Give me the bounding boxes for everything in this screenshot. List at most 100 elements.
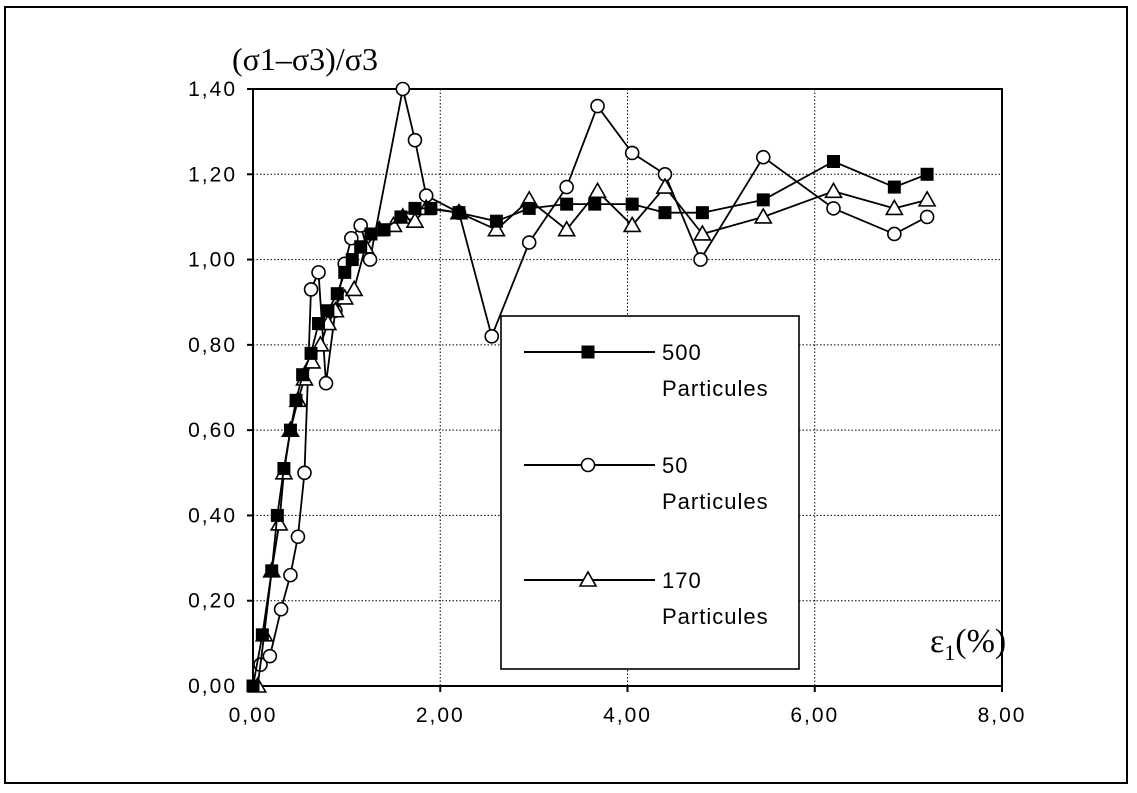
data-point-500 <box>246 679 260 693</box>
data-point-500 <box>345 253 359 267</box>
data-point-500 <box>338 265 352 279</box>
data-point-500 <box>330 287 344 301</box>
data-point-170 <box>269 514 289 531</box>
data-point-50 <box>919 209 935 225</box>
y-tick-label: 0,80 <box>188 334 237 357</box>
x-axis-label-symbol: ε <box>930 623 944 660</box>
x-axis-label: ε1(%) <box>930 623 1006 665</box>
data-point-500 <box>277 462 291 476</box>
data-point-170 <box>344 279 364 297</box>
data-point-500 <box>283 423 297 437</box>
data-point-170 <box>824 181 843 199</box>
data-point-50 <box>303 282 319 297</box>
data-point-500 <box>560 197 574 211</box>
y-tick-label: 0,20 <box>188 590 237 613</box>
data-point-500 <box>394 210 408 224</box>
legend-box <box>500 315 800 670</box>
data-point-500 <box>377 223 391 237</box>
data-point-170 <box>405 211 425 228</box>
data-point-500 <box>756 193 770 207</box>
legend-label-170: 170 <box>662 568 702 593</box>
data-point-500 <box>625 197 639 211</box>
data-point-170 <box>753 207 773 224</box>
data-point-50 <box>262 648 278 664</box>
legend-label-50: 50 <box>662 453 688 478</box>
data-point-500 <box>289 393 303 407</box>
legend: 500 Particules 50 Particules 170 Particules <box>500 315 800 670</box>
data-point-500 <box>826 154 840 168</box>
data-point-50 <box>559 179 574 195</box>
y-tick-label: 0,00 <box>188 675 237 698</box>
data-point-50 <box>283 567 298 583</box>
data-point-500 <box>304 346 318 360</box>
x-tick-label: 4,00 <box>603 704 652 727</box>
data-point-170 <box>884 198 904 216</box>
y-axis-label: (σ1–σ3)/σ3 <box>232 41 378 77</box>
data-point-500 <box>408 201 422 215</box>
data-point-50 <box>318 375 334 391</box>
series-500 <box>246 154 934 693</box>
legend-label-line2: Particules <box>662 376 769 401</box>
legend-label-line2: Particules <box>662 604 769 629</box>
data-point-170 <box>655 177 675 194</box>
data-point-500 <box>522 201 536 215</box>
data-point-500 <box>321 304 335 318</box>
y-tick-label: 0,40 <box>188 504 237 527</box>
data-point-500 <box>265 564 279 578</box>
data-point-500 <box>887 180 901 194</box>
data-point-500 <box>354 240 368 254</box>
data-point-50 <box>395 81 411 97</box>
data-point-500 <box>296 368 310 382</box>
y-tick-label: 1,00 <box>188 249 237 272</box>
x-tick-label: 6,00 <box>790 704 839 727</box>
legend-marker-170 <box>578 570 598 587</box>
x-tick-label: 8,00 <box>978 704 1027 727</box>
data-point-500 <box>312 317 326 331</box>
data-point-50 <box>521 235 537 250</box>
data-point-170 <box>557 220 577 237</box>
x-axis-label-subscript: 1 <box>944 640 955 665</box>
x-tick-label: 2,00 <box>416 704 465 727</box>
data-point-170 <box>693 224 712 241</box>
data-point-500 <box>452 206 466 220</box>
data-point-50 <box>273 601 289 617</box>
data-point-50 <box>624 145 640 161</box>
x-tick-label: 0,00 <box>229 704 278 727</box>
legend-label-line2: Particules <box>662 489 769 514</box>
y-axis-ticks: 0,00 0,20 0,40 0,60 0,80 1,00 1,20 1,40 <box>188 78 253 698</box>
data-point-500 <box>255 628 269 642</box>
data-point-50 <box>887 226 902 242</box>
data-point-500 <box>424 201 438 215</box>
data-point-50 <box>290 529 306 545</box>
y-tick-label: 1,40 <box>188 78 237 101</box>
y-tick-label: 0,60 <box>188 419 237 442</box>
data-point-50 <box>297 465 312 481</box>
data-point-50 <box>755 149 771 165</box>
data-point-500 <box>364 227 378 241</box>
data-point-50 <box>484 329 500 344</box>
legend-marker-50 <box>580 457 596 473</box>
data-point-50 <box>826 201 841 216</box>
data-point-50 <box>353 218 368 233</box>
data-point-170 <box>588 181 607 199</box>
data-point-500 <box>588 197 602 211</box>
data-point-50 <box>590 98 605 114</box>
data-point-50 <box>693 252 708 267</box>
data-point-500 <box>270 508 284 522</box>
series-group <box>246 81 937 693</box>
data-point-170 <box>622 215 642 233</box>
x-axis-label-unit: (%) <box>955 623 1006 660</box>
data-point-500 <box>920 167 934 181</box>
data-point-50 <box>362 252 378 267</box>
data-point-500 <box>658 206 672 220</box>
data-point-500 <box>695 206 709 220</box>
legend-label-500: 500 <box>662 340 702 365</box>
y-tick-label: 1,20 <box>188 163 237 186</box>
data-point-170 <box>917 190 937 207</box>
data-point-50 <box>407 132 423 148</box>
data-point-500 <box>489 214 503 228</box>
legend-marker-500 <box>581 345 595 359</box>
data-point-170 <box>487 220 506 237</box>
data-point-50 <box>311 265 326 280</box>
